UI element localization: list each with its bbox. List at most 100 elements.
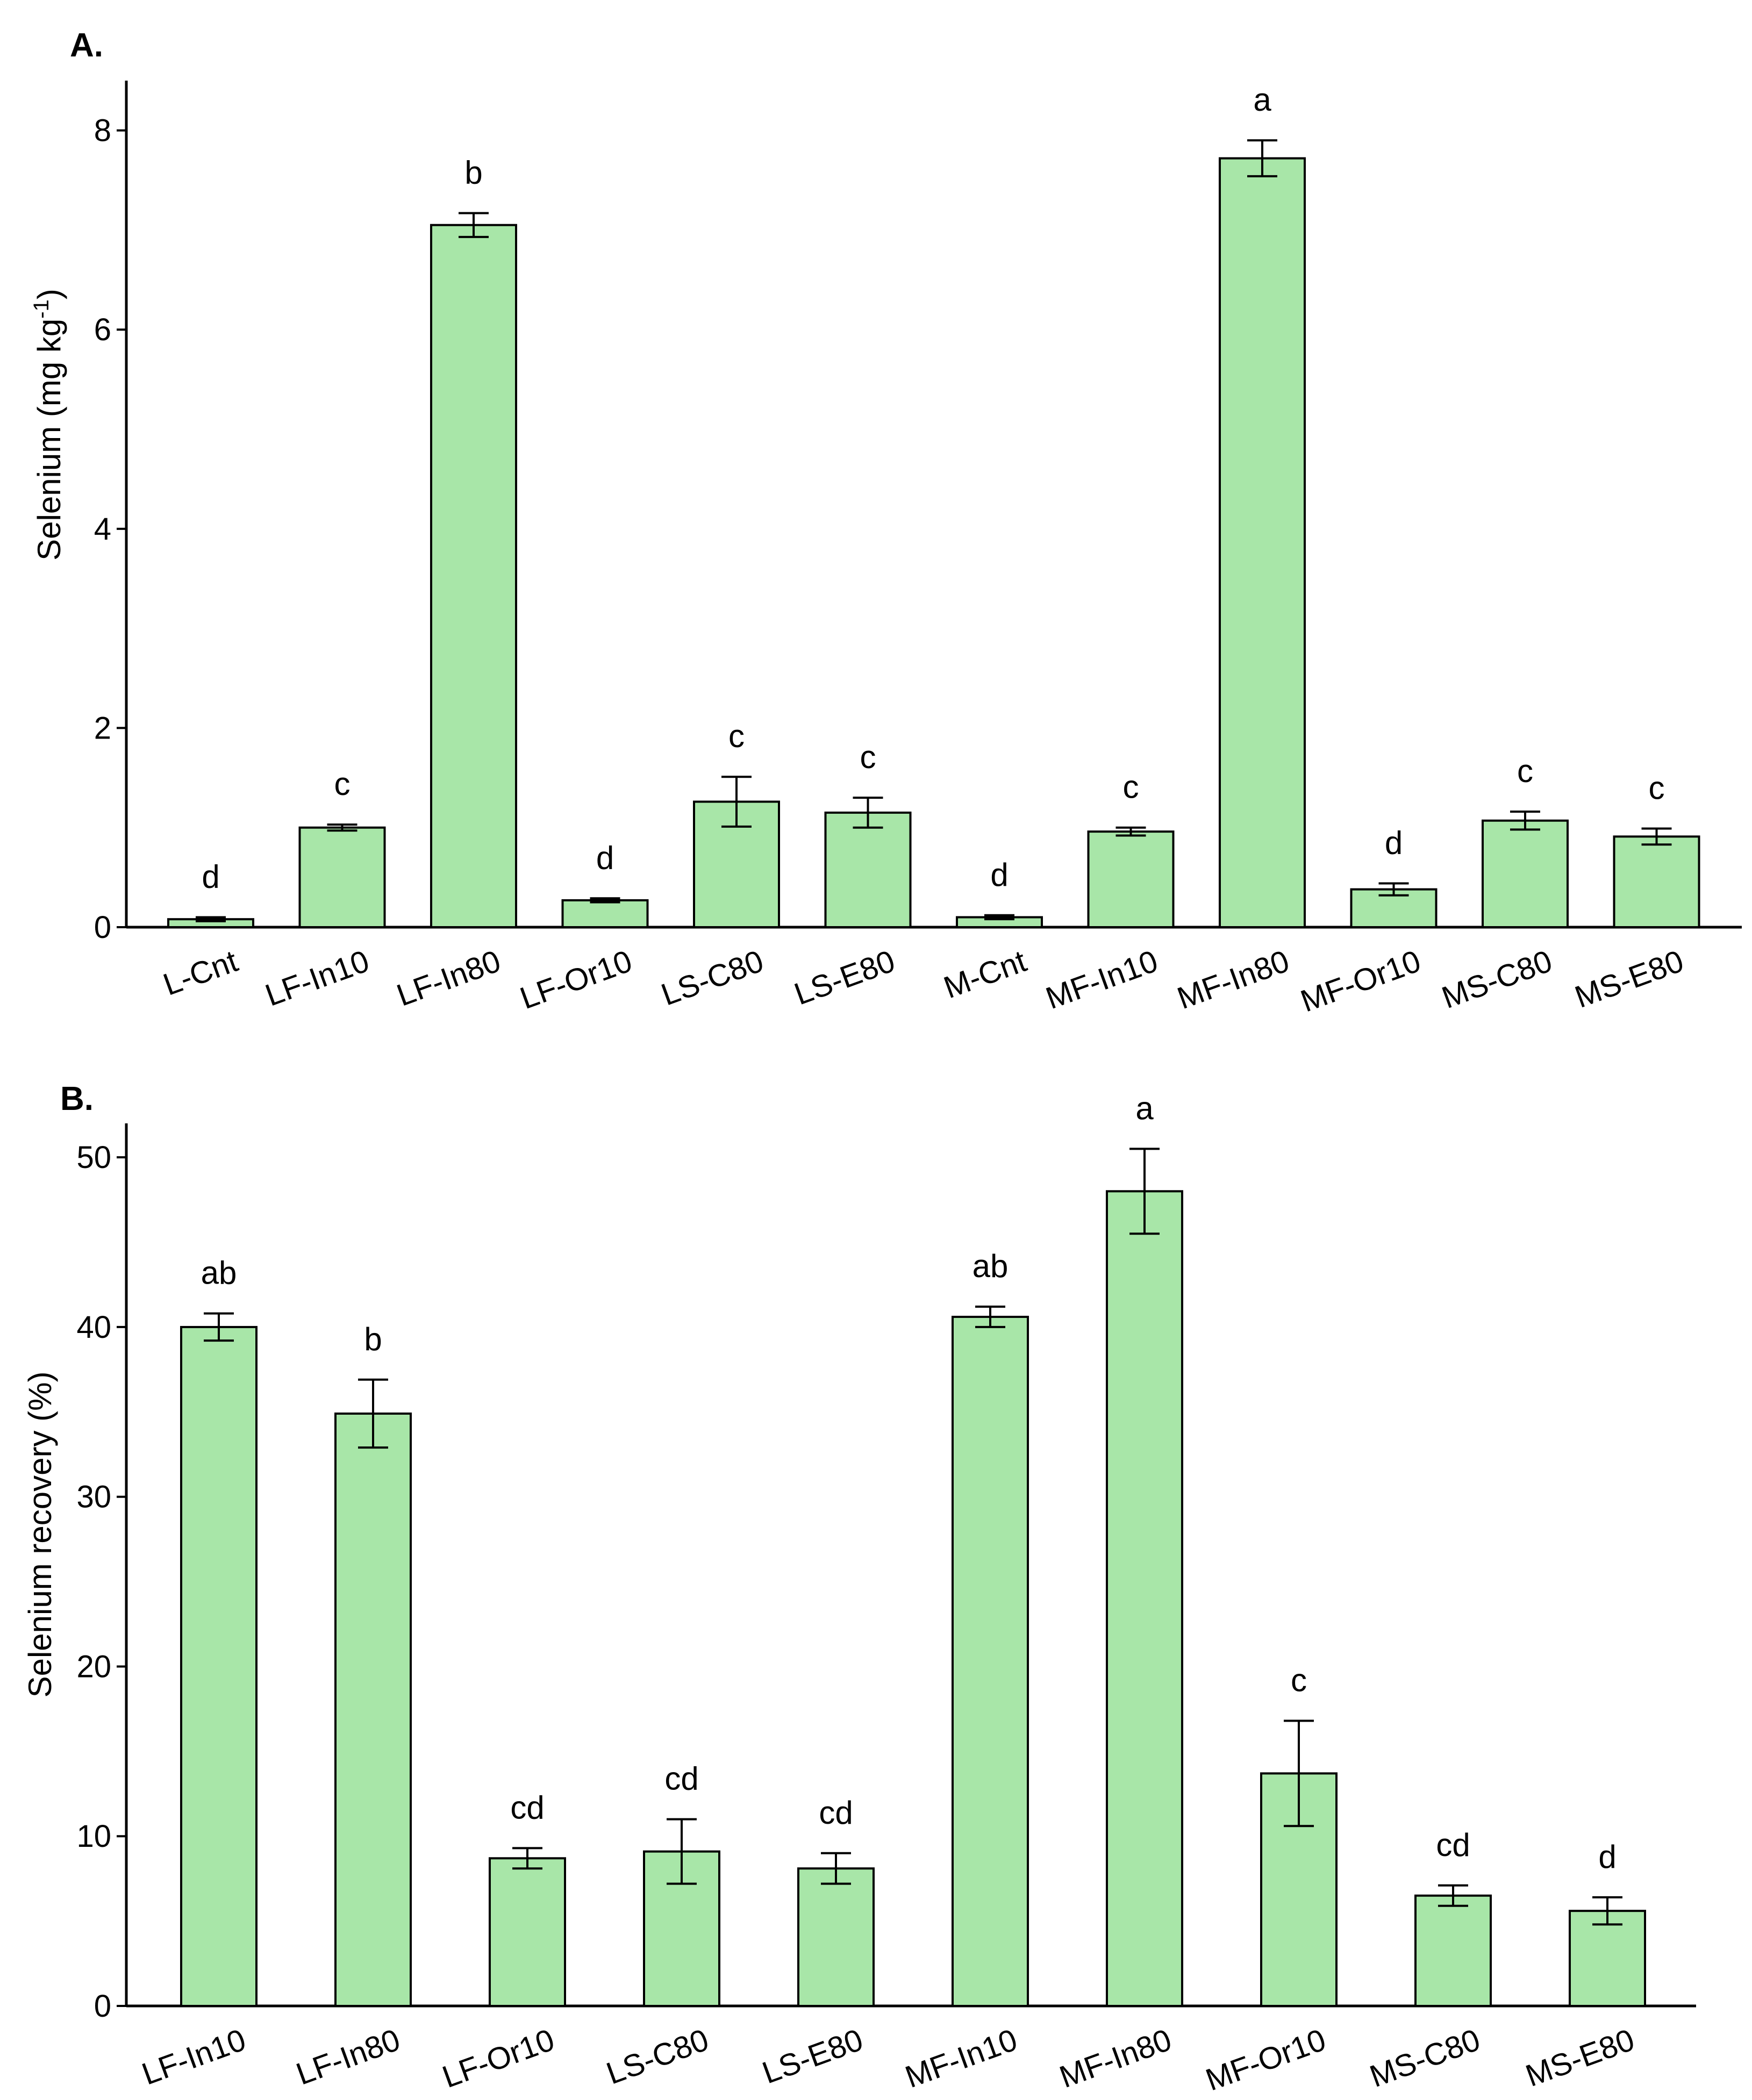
panel-b-category-label: MF-In80 bbox=[1055, 2022, 1176, 2095]
panel-b-significance-letter: c bbox=[1291, 1662, 1307, 1698]
panel-a-y-tick-label: 4 bbox=[94, 512, 111, 547]
panel-a-plot: 0 2 4 6 8 d L-Cnt c LF-In10 b LF-In80 d LF-Or10 c LS-C… bbox=[94, 81, 1742, 1019]
panel-a-significance-letter: b bbox=[464, 154, 482, 190]
panel-a-y-tick-label: 2 bbox=[94, 711, 111, 746]
panel-b-significance-letter: ab bbox=[972, 1248, 1009, 1284]
panel-b-significance-letter: b bbox=[364, 1321, 382, 1357]
panel-a-category-label: LS-C80 bbox=[657, 943, 768, 1012]
panel-a-error-bar bbox=[1378, 882, 1409, 897]
panel-a-bar-ls-e80 bbox=[824, 811, 912, 928]
panel-a-category-label: MF-In10 bbox=[1041, 943, 1162, 1016]
panel-b-y-tick-label: 20 bbox=[76, 1649, 111, 1684]
panel-a-error-bar bbox=[984, 914, 1014, 921]
panel-b-significance-letter: cd bbox=[819, 1795, 853, 1831]
panel-b-error-bar bbox=[1592, 1896, 1622, 1926]
panel-b-bar-ms-e80 bbox=[1569, 1910, 1646, 2007]
panel-a-significance-letter: c bbox=[860, 739, 876, 775]
panel-b-y-tick-label: 40 bbox=[76, 1310, 111, 1345]
panel-a-error-bar bbox=[327, 823, 357, 832]
panel-a-category-label: MF-In80 bbox=[1173, 943, 1294, 1016]
panel-a-bar-lf-in10 bbox=[298, 826, 386, 929]
panel-a-error-bar bbox=[459, 212, 489, 238]
panel-b-significance-letter: cd bbox=[664, 1761, 698, 1797]
panel-b-bar-lf-in10 bbox=[180, 1325, 258, 2007]
panel-b-category-label: MS-C80 bbox=[1365, 2022, 1485, 2094]
panel-a-label: A. bbox=[70, 27, 103, 64]
panel-a-error-bar bbox=[590, 897, 620, 904]
panel-b-y-tick-label: 10 bbox=[76, 1819, 111, 1854]
panel-a-bar-mf-in10 bbox=[1087, 830, 1175, 929]
panel-a-significance-letter: c bbox=[1517, 753, 1533, 789]
panel-b-significance-letter: cd bbox=[510, 1789, 544, 1825]
panel-b-bar-ms-c80 bbox=[1414, 1894, 1492, 2007]
panel-a-category-label: M-Cnt bbox=[939, 943, 1031, 1005]
panel-a-category-label: LF-Or10 bbox=[516, 943, 637, 1016]
panel-b-bar-lf-in80 bbox=[334, 1412, 412, 2007]
panel-b-y-tick-label: 0 bbox=[94, 1989, 111, 2024]
panel-a-category-label: LS-E80 bbox=[790, 943, 899, 1012]
panel-b-error-bar bbox=[667, 1818, 697, 1885]
panel-a-significance-letter: c bbox=[728, 718, 745, 754]
panel-a-category-label: MS-E80 bbox=[1570, 943, 1688, 1015]
panel-b-bar-ls-e80 bbox=[797, 1867, 875, 2007]
panel-b-error-bar bbox=[1438, 1884, 1468, 1907]
panel-a-significance-letter: c bbox=[1649, 770, 1665, 806]
panel-a-bar-mf-in80 bbox=[1219, 157, 1306, 928]
panel-b-significance-letter: d bbox=[1598, 1839, 1616, 1875]
panel-b-error-bar bbox=[821, 1852, 851, 1885]
panel-b-category-label: LS-E80 bbox=[758, 2022, 868, 2090]
panel-a-significance-letter: c bbox=[1123, 769, 1139, 805]
panel-a-category-label: LF-In80 bbox=[392, 943, 505, 1013]
panel-b-error-bar bbox=[1284, 1719, 1314, 1827]
panel-b-bar-mf-in80 bbox=[1106, 1190, 1183, 2007]
panel-a-error-bar bbox=[853, 797, 883, 829]
panel-a-error-bar bbox=[1247, 139, 1277, 177]
panel-a: A. Selenium (mg kg-1) 0 2 4 6 8 d L-Cnt c LF-In1… bbox=[30, 27, 1742, 1019]
panel-b-y-axis-title: Selenium recovery (%) bbox=[22, 1372, 58, 1698]
panel-a-y-axis-title: Selenium (mg kg-1) bbox=[30, 289, 67, 561]
panel-a-category-label: MF-Or10 bbox=[1296, 943, 1425, 1019]
panel-b-error-bar bbox=[358, 1378, 388, 1449]
panel-a-bar-lf-or10 bbox=[561, 899, 649, 928]
panel-b-category-label: LF-In80 bbox=[292, 2022, 405, 2091]
panel-b-category-label: LF-Or10 bbox=[438, 2022, 559, 2095]
panel-a-category-label: MS-C80 bbox=[1438, 943, 1557, 1015]
panel-b-plot: 01020304050abLF-In10bLF-In80cdLF-Or10cdL… bbox=[76, 1090, 1696, 2098]
panel-b-category-label: MF-Or10 bbox=[1201, 2022, 1330, 2097]
panel-a-error-bar bbox=[1641, 827, 1672, 846]
panel-b-category-label: LF-In10 bbox=[138, 2022, 251, 2091]
panel-b-category-label: MF-In10 bbox=[901, 2022, 1022, 2095]
panel-a-category-label: LF-In10 bbox=[261, 943, 374, 1013]
panel-a-significance-letter: c bbox=[334, 766, 351, 802]
panel-b-error-bar bbox=[1129, 1148, 1160, 1235]
panel-a-y-tick-label: 6 bbox=[94, 312, 111, 347]
panel-b-category-label: MS-E80 bbox=[1521, 2022, 1639, 2094]
panel-a-significance-letter: d bbox=[202, 858, 219, 894]
panel-a-significance-letter: d bbox=[596, 840, 614, 876]
panel-a-y-title-sup: -1 bbox=[30, 299, 53, 319]
panel-a-error-bar bbox=[1510, 811, 1540, 831]
panel-a-error-bar bbox=[721, 776, 752, 828]
panel-a-significance-letter: d bbox=[990, 857, 1008, 893]
panel-b-category-label: LS-C80 bbox=[602, 2022, 713, 2091]
panel-b-y-tick-label: 30 bbox=[76, 1480, 111, 1515]
panel-b-bar-lf-or10 bbox=[489, 1857, 566, 2007]
panel-a-error-bar bbox=[1115, 826, 1146, 837]
panel-a-y-title-close: ) bbox=[31, 289, 67, 299]
panel-a-y-tick-label: 8 bbox=[94, 113, 111, 148]
panel-a-significance-letter: a bbox=[1253, 82, 1271, 118]
panel-a-bar-ms-e80 bbox=[1613, 835, 1700, 928]
panel-a-y-title-main: Selenium (mg kg bbox=[31, 319, 67, 561]
panel-b-error-bar bbox=[512, 1847, 542, 1870]
panel-a-error-bar bbox=[196, 916, 226, 922]
panel-a-bar-lf-in80 bbox=[430, 224, 517, 928]
panel-b-y-tick-label: 50 bbox=[76, 1140, 111, 1175]
panel-b-error-bar bbox=[975, 1306, 1005, 1328]
panel-a-category-label: L-Cnt bbox=[159, 943, 242, 1002]
panel-a-bar-ms-c80 bbox=[1482, 819, 1569, 929]
panel-b: B. Selenium recovery (%) 01020304050abLF… bbox=[22, 1080, 1696, 2098]
panel-b-significance-letter: a bbox=[1135, 1090, 1154, 1126]
panel-b-significance-letter: ab bbox=[201, 1255, 237, 1291]
panel-b-significance-letter: cd bbox=[1436, 1827, 1470, 1863]
